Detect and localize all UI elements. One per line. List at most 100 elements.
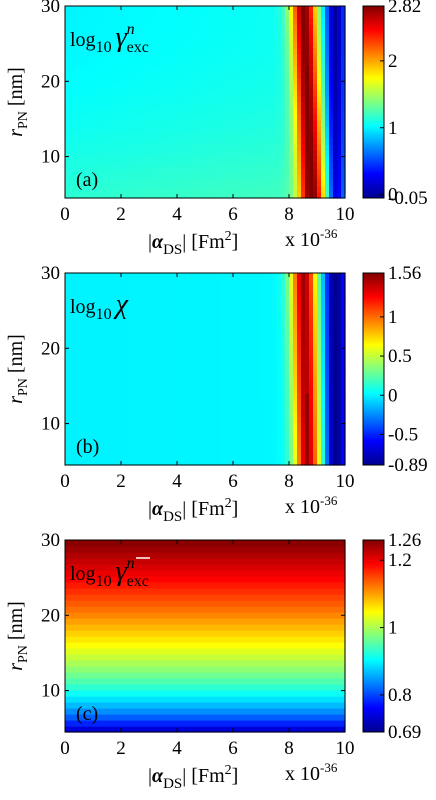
heatmap-cell [77, 96, 82, 103]
heatmap-cell [105, 720, 110, 727]
heatmap-cell [273, 279, 278, 286]
heatmap-cell [277, 369, 282, 376]
heatmap-cell [85, 399, 90, 406]
heatmap-cell [237, 120, 242, 127]
heatmap-cell [281, 429, 286, 436]
heatmap-cell [213, 168, 218, 175]
heatmap-cell [129, 273, 134, 280]
heatmap-cell [233, 186, 238, 193]
heatmap-cell [69, 399, 74, 406]
heatmap-cell [329, 186, 334, 193]
heatmap-cell [237, 192, 242, 199]
heatmap-cell [333, 168, 338, 175]
heatmap-cell [289, 333, 294, 340]
heatmap-cell [261, 429, 266, 436]
heatmap-cell [233, 138, 238, 145]
heatmap-cell [77, 720, 82, 727]
heatmap-cell [173, 393, 178, 400]
heatmap-cell [293, 387, 298, 394]
heatmap-cell [277, 60, 282, 67]
heatmap-cell [225, 144, 230, 151]
heatmap-cell [149, 84, 154, 91]
heatmap-cell [141, 327, 146, 334]
heatmap-cell [101, 102, 106, 109]
heatmap-cell [77, 714, 82, 721]
heatmap-cell [181, 453, 186, 460]
heatmap-cell [181, 375, 186, 382]
heatmap-cell [253, 417, 258, 424]
heatmap-cell [73, 369, 78, 376]
heatmap-cell [213, 702, 218, 709]
heatmap-cell [213, 279, 218, 286]
heatmap-cell [125, 36, 130, 43]
heatmap-cell [213, 96, 218, 103]
heatmap-cell [153, 192, 158, 199]
heatmap-cell [285, 42, 290, 49]
heatmap-cell [257, 321, 262, 328]
heatmap-cell [101, 381, 106, 388]
heatmap-cell [217, 345, 222, 352]
heatmap-cell [313, 291, 318, 298]
heatmap-cell [125, 459, 130, 466]
heatmap-cell [145, 441, 150, 448]
heatmap-cell [101, 321, 106, 328]
heatmap-cell [113, 696, 118, 703]
heatmap-cell [105, 291, 110, 298]
heatmap-cell [165, 708, 170, 715]
heatmap-cell [333, 285, 338, 292]
heatmap-cell [293, 150, 298, 157]
heatmap-cell [141, 720, 146, 727]
heatmap-cell [153, 108, 158, 115]
heatmap-cell [325, 726, 330, 733]
heatmap-cell [193, 72, 198, 79]
heatmap-cell [321, 132, 326, 139]
heatmap-cell [161, 285, 166, 292]
heatmap-cell [89, 303, 94, 310]
heatmap-cell [253, 411, 258, 418]
heatmap-cell [249, 291, 254, 298]
heatmap-cell [213, 144, 218, 151]
heatmap-cell [253, 108, 258, 115]
heatmap-cell [85, 168, 90, 175]
heatmap-cell [297, 6, 302, 13]
heatmap-cell [313, 126, 318, 133]
heatmap-cell [273, 321, 278, 328]
heatmap-cell [233, 714, 238, 721]
heatmap-cell [181, 381, 186, 388]
heatmap-cell [253, 12, 258, 19]
heatmap-cell [161, 393, 166, 400]
heatmap-cell [245, 381, 250, 388]
heatmap-cell [125, 441, 130, 448]
x-tick-label: 10 [336, 204, 355, 225]
heatmap-cell [113, 315, 118, 322]
heatmap-cell [325, 381, 330, 388]
heatmap-cell [277, 303, 282, 310]
heatmap-cell [257, 411, 262, 418]
heatmap-cell [329, 369, 334, 376]
heatmap-cell [233, 405, 238, 412]
heatmap-cell [209, 459, 214, 466]
heatmap-cell [245, 138, 250, 145]
heatmap-cell [233, 720, 238, 727]
heatmap-cell [225, 120, 230, 127]
heatmap-cell [317, 417, 322, 424]
heatmap-cell [213, 66, 218, 73]
heatmap-cell [197, 411, 202, 418]
heatmap-cell [161, 6, 166, 13]
heatmap-cell [237, 363, 242, 370]
heatmap-cell [81, 96, 86, 103]
heatmap-cell [185, 120, 190, 127]
heatmap-cell [197, 54, 202, 61]
heatmap-cell [285, 309, 290, 316]
heatmap-cell [201, 285, 206, 292]
heatmap-cell [269, 273, 274, 280]
heatmap-cell [289, 84, 294, 91]
heatmap-cell [121, 102, 126, 109]
heatmap-cell [333, 417, 338, 424]
heatmap-cell [197, 417, 202, 424]
heatmap-cell [89, 333, 94, 340]
heatmap-cell [65, 285, 70, 292]
heatmap-cell [85, 162, 90, 169]
heatmap-cell [73, 126, 78, 133]
heatmap-cell [337, 126, 342, 133]
